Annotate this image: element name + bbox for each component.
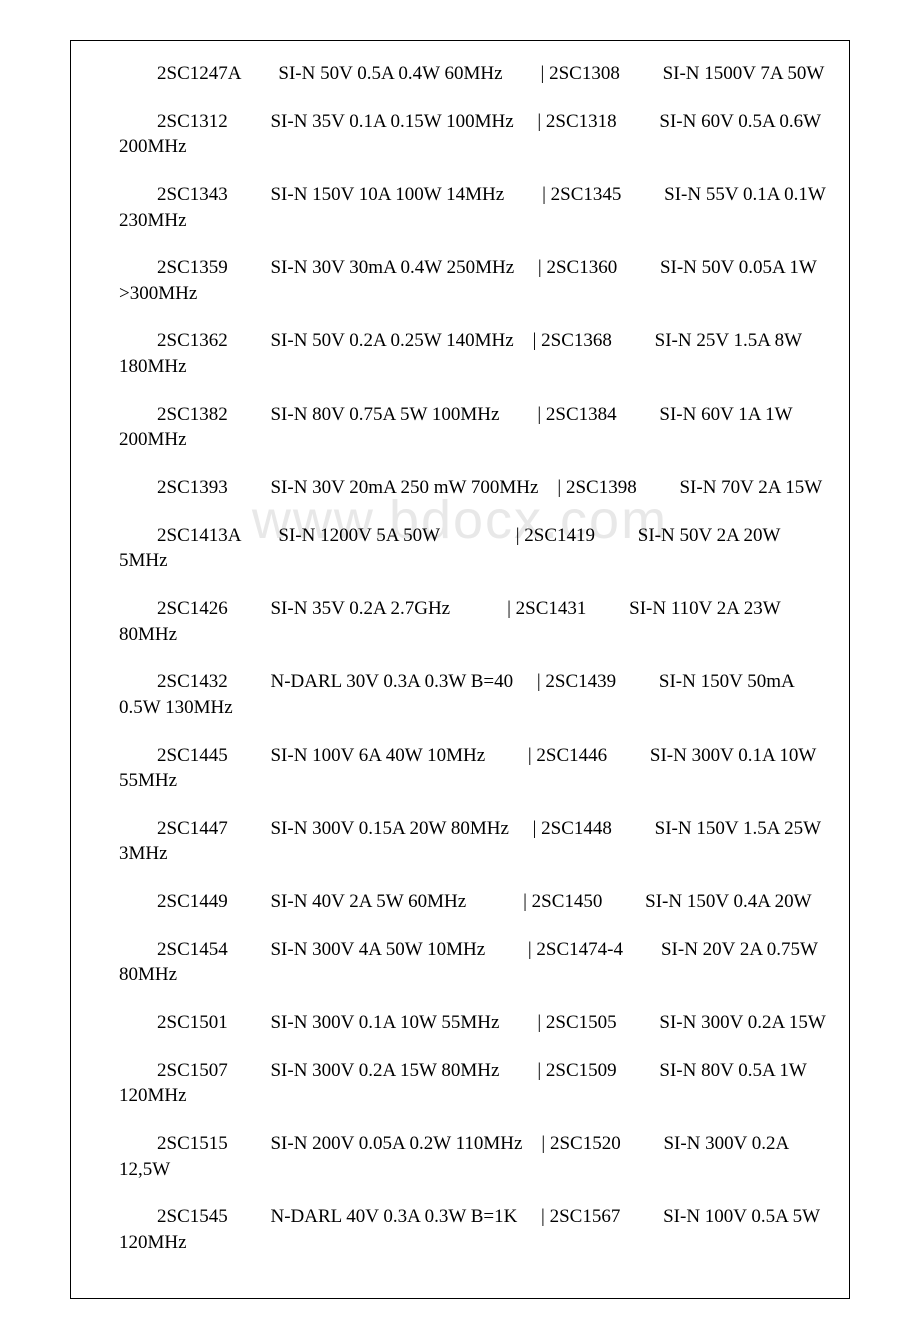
- transistor-entry: 2SC1362 SI-N 50V 0.2A 0.25W 140MHz | 2SC…: [71, 328, 849, 379]
- transistor-entry: 2SC1247A SI-N 50V 0.5A 0.4W 60MHz | 2SC1…: [71, 61, 849, 87]
- transistor-entry: 2SC1312 SI-N 35V 0.1A 0.15W 100MHz | 2SC…: [71, 109, 849, 160]
- transistor-entry: 2SC1382 SI-N 80V 0.75A 5W 100MHz | 2SC13…: [71, 402, 849, 453]
- transistor-entry: 2SC1507 SI-N 300V 0.2A 15W 80MHz | 2SC15…: [71, 1058, 849, 1109]
- transistor-entry: 2SC1426 SI-N 35V 0.2A 2.7GHz | 2SC1431 S…: [71, 596, 849, 647]
- transistor-entry: 2SC1359 SI-N 30V 30mA 0.4W 250MHz | 2SC1…: [71, 255, 849, 306]
- transistor-entry: 2SC1343 SI-N 150V 10A 100W 14MHz | 2SC13…: [71, 182, 849, 233]
- transistor-entry: 2SC1393 SI-N 30V 20mA 250 mW 700MHz | 2S…: [71, 475, 849, 501]
- transistor-entry: 2SC1432 N-DARL 30V 0.3A 0.3W B=40 | 2SC1…: [71, 669, 849, 720]
- transistor-entry: 2SC1447 SI-N 300V 0.15A 20W 80MHz | 2SC1…: [71, 816, 849, 867]
- transistor-entry: 2SC1515 SI-N 200V 0.05A 0.2W 110MHz | 2S…: [71, 1131, 849, 1182]
- document-container: www.bdocx.com 2SC1247A SI-N 50V 0.5A 0.4…: [70, 40, 850, 1299]
- transistor-entry: 2SC1501 SI-N 300V 0.1A 10W 55MHz | 2SC15…: [71, 1010, 849, 1036]
- entries-wrapper: 2SC1247A SI-N 50V 0.5A 0.4W 60MHz | 2SC1…: [71, 61, 849, 1256]
- transistor-entry: 2SC1413A SI-N 1200V 5A 50W | 2SC1419 SI-…: [71, 523, 849, 574]
- transistor-entry: 2SC1545 N-DARL 40V 0.3A 0.3W B=1K | 2SC1…: [71, 1204, 849, 1255]
- transistor-entry: 2SC1445 SI-N 100V 6A 40W 10MHz | 2SC1446…: [71, 743, 849, 794]
- transistor-entry: 2SC1449 SI-N 40V 2A 5W 60MHz | 2SC1450 S…: [71, 889, 849, 915]
- transistor-entry: 2SC1454 SI-N 300V 4A 50W 10MHz | 2SC1474…: [71, 937, 849, 988]
